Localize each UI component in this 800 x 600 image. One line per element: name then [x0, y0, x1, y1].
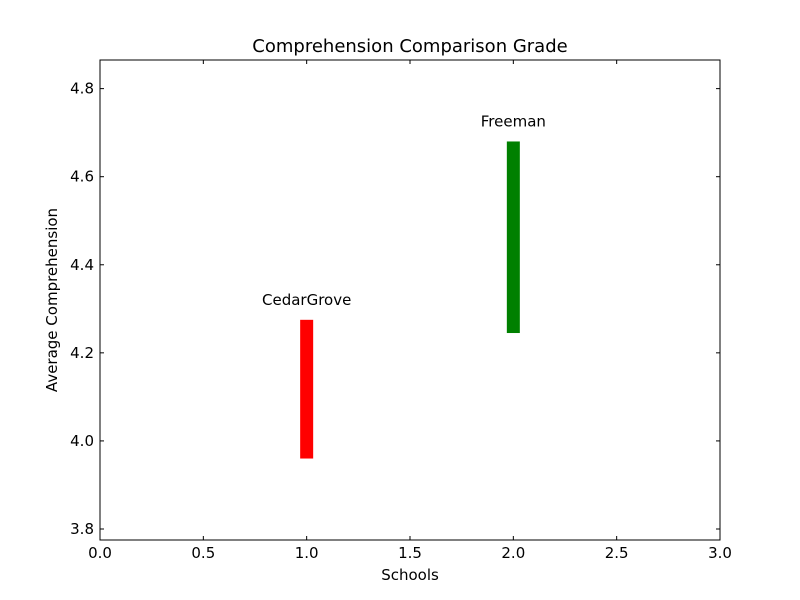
- plot-frame: [99, 59, 721, 541]
- x-tick-label: 0.0: [88, 544, 112, 562]
- bars-group: CedarGrove Freeman: [262, 112, 546, 459]
- y-tick-label: 4.4: [70, 256, 94, 274]
- x-tick-label: 1.0: [295, 544, 319, 562]
- y-axis-ticks: 3.8 4.0 4.2 4.4 4.6 4.8: [70, 80, 720, 538]
- bar-label-cedargrove: CedarGrove: [262, 291, 351, 309]
- chart-title: Comprehension Comparison Grade: [252, 36, 567, 57]
- y-axis-label: Average Comprehension: [43, 208, 61, 392]
- x-axis-label: Schools: [381, 566, 439, 584]
- bar-cedargrove: [300, 319, 314, 459]
- bar-label-freeman: Freeman: [481, 112, 546, 130]
- x-tick-label: 1.5: [398, 544, 422, 562]
- x-axis-ticks: 0.0 0.5 1.0 1.5 2.0 2.5 3.0: [88, 60, 732, 562]
- y-tick-label: 4.0: [70, 432, 94, 450]
- y-tick-label: 4.8: [70, 80, 94, 98]
- y-tick-label: 4.6: [70, 168, 94, 186]
- x-tick-label: 2.5: [605, 544, 629, 562]
- x-tick-label: 3.0: [708, 544, 732, 562]
- y-tick-label: 4.2: [70, 344, 94, 362]
- y-tick-label: 3.8: [70, 520, 94, 538]
- x-tick-label: 0.5: [191, 544, 215, 562]
- x-tick-label: 2.0: [501, 544, 525, 562]
- bar-freeman: [506, 141, 520, 334]
